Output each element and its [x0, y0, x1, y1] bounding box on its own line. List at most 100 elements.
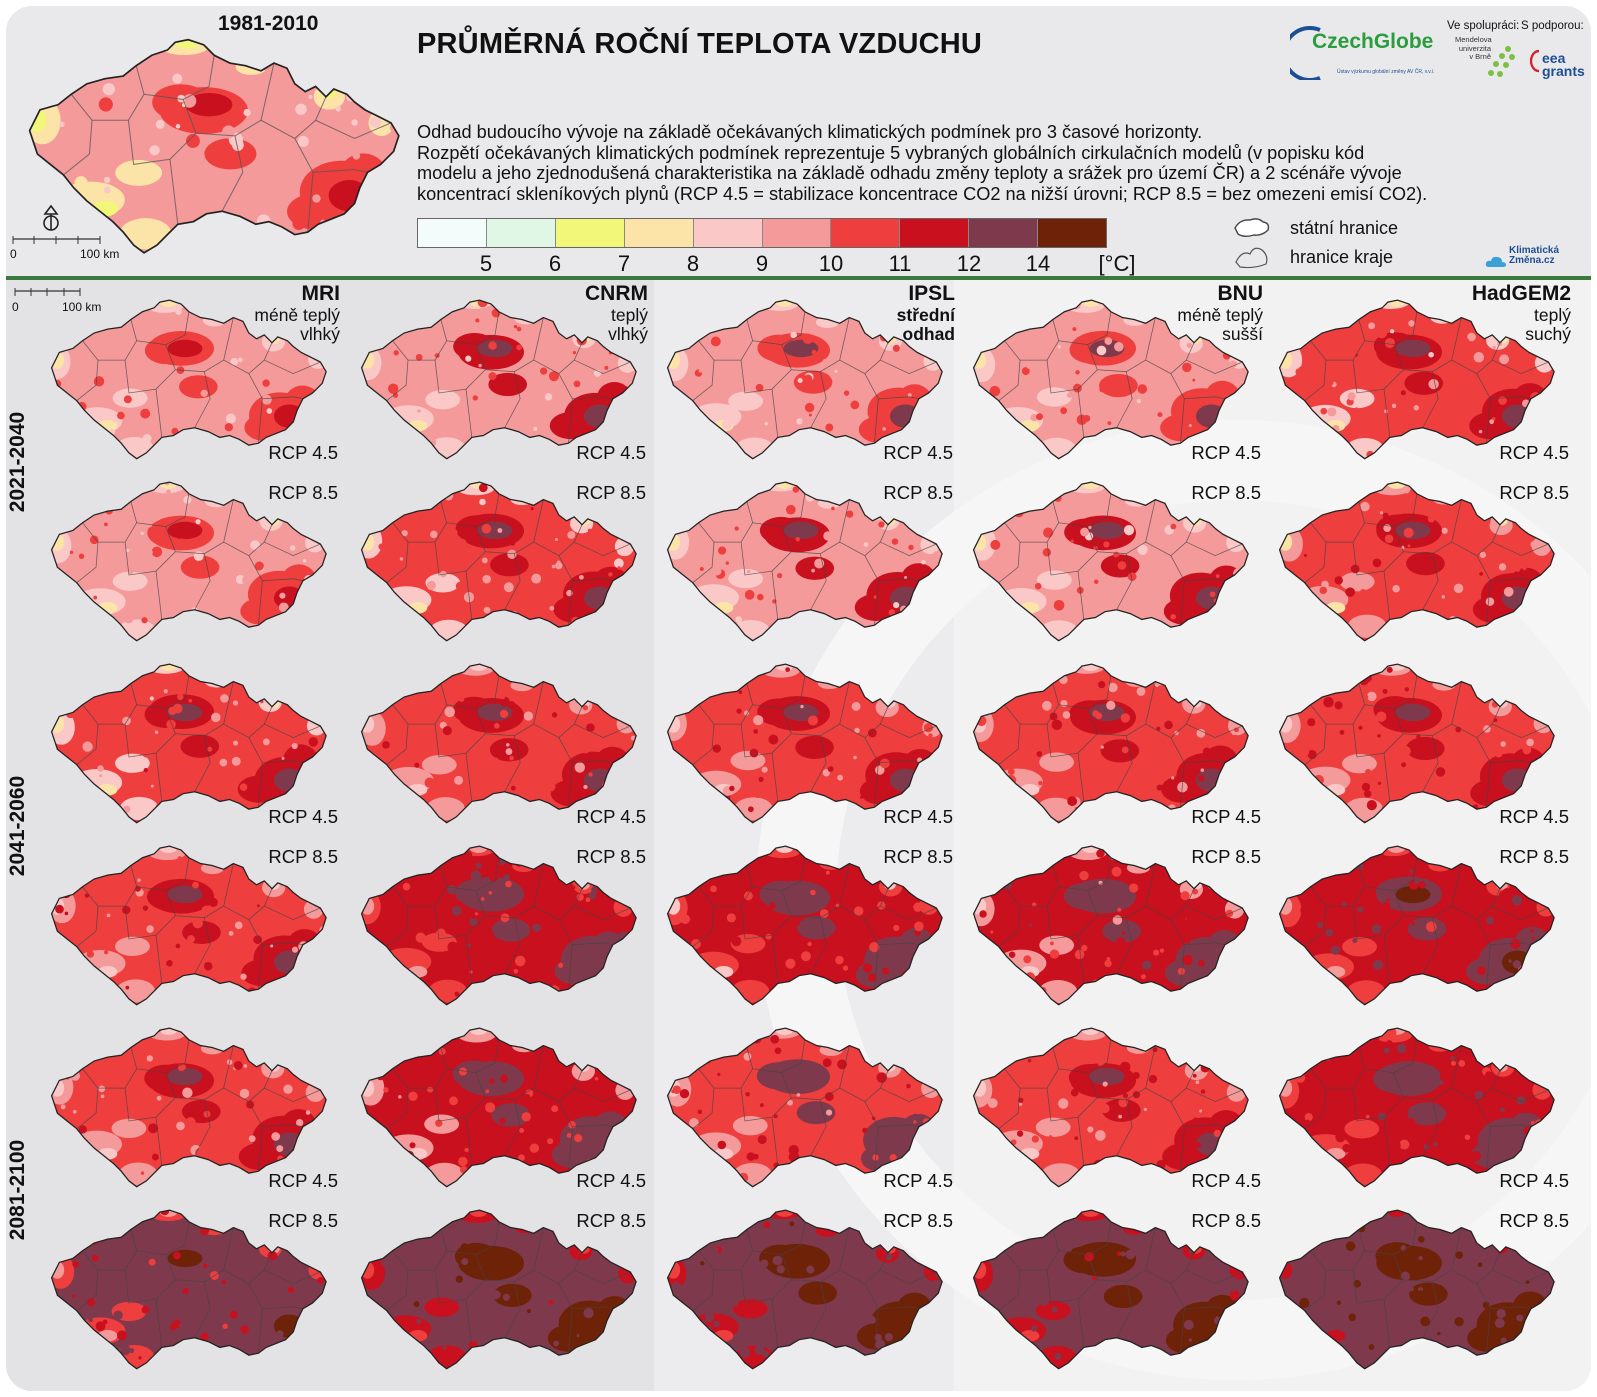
state-border-icon — [1234, 218, 1270, 237]
cloud-icon — [1485, 256, 1506, 267]
temperature-map-hadgem2 — [1278, 299, 1555, 460]
mendel-university-label: Mendelova univerzita v Brně — [1455, 35, 1492, 61]
temperature-map-mri — [50, 663, 327, 824]
model-characteristic: teplý — [1534, 305, 1571, 325]
czechglobe-logo-text: CzechGlobe — [1312, 30, 1434, 53]
scenario-label: RCP 4.5 — [883, 806, 953, 827]
legend-unit-label: [°C] — [1098, 251, 1136, 276]
scenario-label: RCP 8.5 — [576, 482, 646, 503]
model-characteristic: méně teplý — [1177, 305, 1263, 325]
scenario-label: RCP 8.5 — [268, 846, 338, 867]
model-characteristic: teplý — [611, 305, 648, 325]
scenario-label: RCP 4.5 — [268, 1170, 338, 1191]
baseline-scale-bar — [12, 236, 101, 244]
temperature-map-cnrm — [360, 1209, 637, 1370]
scenario-label: RCP 4.5 — [883, 442, 953, 463]
legend-tick-label: 11 — [888, 251, 912, 276]
scenario-label: RCP 4.5 — [1499, 442, 1569, 463]
model-name-mri: MRI — [301, 282, 341, 305]
temperature-map-hadgem2 — [1278, 845, 1555, 1006]
temperature-map-hadgem2 — [1278, 1209, 1555, 1370]
scale-zero-label: 0 — [10, 247, 17, 261]
infographic: 1981-2010 0 100 km PRŮMĚRNÁ ROČNÍ TEPLOT… — [6, 6, 1591, 1391]
temperature-map-bnu — [972, 1209, 1249, 1370]
state-border-label: státní hranice — [1290, 218, 1399, 238]
scenario-label: RCP 4.5 — [1191, 442, 1261, 463]
scenario-label: RCP 4.5 — [1499, 1170, 1569, 1191]
legend-swatch — [969, 219, 1039, 247]
temperature-map-hadgem2 — [1278, 481, 1555, 642]
eea-grants-logo-icon — [1530, 49, 1540, 73]
scenario-label: RCP 8.5 — [883, 846, 953, 867]
temperature-map-ipsl — [666, 299, 943, 460]
baseline-temperature-map — [28, 38, 400, 254]
temperature-map-bnu — [972, 845, 1249, 1006]
scenario-label: RCP 8.5 — [576, 1210, 646, 1231]
scenario-label: RCP 8.5 — [1191, 1210, 1261, 1231]
legend-swatch — [624, 219, 694, 247]
legend-tick-label: 9 — [755, 251, 769, 276]
period-label: 2081-2100 — [6, 1139, 29, 1241]
legend-tick-label: 5 — [479, 251, 493, 276]
scale-distance-label: 100 km — [80, 247, 120, 261]
model-characteristic: vlhký — [300, 324, 340, 344]
model-characteristic: suchý — [1525, 324, 1571, 344]
color-legend — [417, 218, 1107, 248]
legend-swatch — [486, 219, 556, 247]
cooperation-label: Ve spolupráci: — [1447, 20, 1520, 32]
legend-swatch — [900, 219, 970, 247]
model-name-bnu: BNU — [1217, 282, 1264, 305]
temperature-map-ipsl — [666, 663, 943, 824]
period-label: 2041-2060 — [6, 775, 29, 877]
scenario-label: RCP 8.5 — [883, 1210, 953, 1231]
scenario-label: RCP 8.5 — [1191, 482, 1261, 503]
scenario-label: RCP 8.5 — [576, 846, 646, 867]
scenario-label: RCP 8.5 — [1499, 1210, 1569, 1231]
scenario-label: RCP 4.5 — [268, 806, 338, 827]
temperature-map-ipsl — [666, 1209, 943, 1370]
scenario-label: RCP 4.5 — [1499, 806, 1569, 827]
description-line: modelu a jeho zjednodušená charakteristi… — [417, 163, 1402, 184]
support-label: S podporou: — [1521, 20, 1584, 32]
temperature-map-bnu — [972, 1027, 1249, 1188]
temperature-map-cnrm — [360, 845, 637, 1006]
description-line: Rozpětí očekávaných klimatických podmíne… — [417, 142, 1365, 163]
model-characteristic: vlhký — [608, 324, 648, 344]
temperature-map-ipsl — [666, 1027, 943, 1188]
czechglobe-subtitle: Ústav výzkumu globální změny AV ČR, v.v.… — [1337, 69, 1435, 75]
region-border-label: hranice kraje — [1290, 247, 1394, 267]
model-characteristic: méně teplý — [254, 305, 340, 325]
temperature-map-cnrm — [360, 663, 637, 824]
legend-tick-label: 14 — [1025, 251, 1051, 276]
temperature-map-hadgem2 — [1278, 1027, 1555, 1188]
region-border-icon — [1235, 247, 1268, 269]
scenario-label: RCP 4.5 — [1191, 806, 1261, 827]
temperature-map-hadgem2 — [1278, 663, 1555, 824]
model-name-cnrm: CNRM — [585, 282, 648, 305]
legend-swatch — [693, 219, 763, 247]
period-label: 2021-2040 — [6, 411, 29, 513]
model-characteristic: sušší — [1222, 324, 1263, 344]
eea-grants-label: eea grants — [1542, 50, 1585, 79]
czechglobe-logo-icon — [1290, 26, 1321, 80]
column-band — [6, 280, 654, 1391]
temperature-map-mri — [50, 845, 327, 1006]
legend-tick-label: 8 — [686, 251, 700, 276]
description: Odhad budoucího vývoje na základě očekáv… — [417, 122, 1577, 204]
page-title: PRŮMĚRNÁ ROČNÍ TEPLOTA VZDUCHU — [417, 28, 983, 60]
legend-tick-label: 10 — [818, 251, 844, 276]
scenario-label: RCP 4.5 — [268, 442, 338, 463]
legend-tick-label: 12 — [956, 251, 982, 276]
legend-swatch — [1038, 219, 1107, 247]
temperature-map-cnrm — [360, 1027, 637, 1188]
temperature-map-cnrm — [360, 299, 637, 460]
model-name-hadgem2: HadGEM2 — [1471, 282, 1571, 305]
scenario-label: RCP 4.5 — [576, 806, 646, 827]
temperature-map-mri — [50, 299, 327, 460]
grid-scale-bar — [14, 288, 81, 296]
north-arrow-icon — [43, 204, 59, 231]
scenario-label: RCP 8.5 — [1499, 482, 1569, 503]
temperature-map-ipsl — [666, 845, 943, 1006]
grid-scale-label: 100 km — [62, 300, 102, 314]
model-characteristic: střední — [896, 305, 955, 325]
